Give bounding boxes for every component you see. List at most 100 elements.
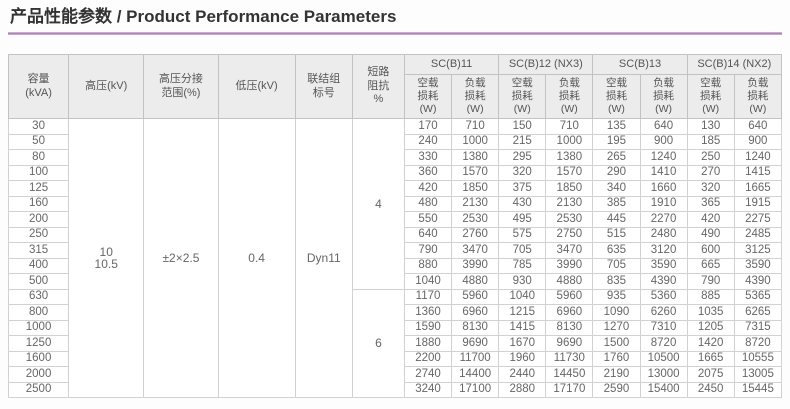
capacity-cell: 800 [7,304,70,321]
loss-value-cell: 6265 [733,304,783,321]
table-header: 容量 (kVA) 高压(kV) 高压分接 范围(%) 低压(kV) 联结组 标号… [7,54,783,119]
loss-value-cell: 150 [498,118,547,135]
loss-value-cell: 2075 [686,366,735,383]
capacity-cell: 100 [7,164,70,181]
loss-value-cell: 2270 [639,211,688,228]
loss-value-cell: 320 [498,164,547,181]
loss-value-cell: 2530 [545,211,594,228]
loss-value-cell: 385 [592,195,641,212]
loss-value-cell: 215 [498,133,547,150]
loss-value-cell: 1850 [451,180,500,197]
capacity-cell: 160 [7,195,70,212]
loss-value-cell: 1205 [686,319,735,336]
col-header-hv: 高压(kV) [68,54,145,119]
loss-value-cell: 1415 [733,164,783,181]
loss-value-cell: 1420 [686,335,735,352]
loss-value-cell: 490 [686,226,735,243]
capacity-cell: 630 [7,288,70,305]
loss-value-cell: 2740 [403,366,453,383]
loss-value-cell: 13000 [639,366,688,383]
loss-value-cell: 3470 [545,242,594,259]
loss-value-cell: 295 [498,149,547,166]
loss-value-cell: 2750 [545,226,594,243]
table-row: 2000 2740 14400 2440 14450 2190 13000 2075 13005 [7,366,783,383]
loss-value-cell: 1915 [733,195,783,212]
loss-value-cell: 8720 [733,335,783,352]
loss-value-cell: 365 [686,195,735,212]
col-header-impedance: 短路 阻抗 % [351,54,405,119]
loss-value-cell: 4390 [639,273,688,290]
table-body: 30 10 10.5 ±2×2.5 0.4 Dyn11 4 170 710 150 710 135 6… [7,118,783,398]
loss-value-cell: 550 [403,211,453,228]
capacity-cell: 250 [7,226,70,243]
capacity-cell: 1600 [7,350,70,367]
col-header-tap-range: 高压分接 范围(%) [143,54,219,119]
loss-value-cell: 480 [403,195,453,212]
loss-value-cell: 1660 [639,180,688,197]
subheader-noload-scb11: 空载 损耗 (W) [403,74,453,119]
loss-value-cell: 5360 [639,288,688,305]
subheader-load-scb12: 负载 损耗 (W) [545,74,594,119]
loss-value-cell: 1240 [733,149,783,166]
loss-value-cell: 270 [686,164,735,181]
loss-value-cell: 1415 [498,319,547,336]
loss-value-cell: 1665 [733,180,783,197]
loss-value-cell: 1960 [498,350,547,367]
loss-value-cell: 705 [592,257,641,274]
loss-value-cell: 3590 [639,257,688,274]
loss-value-cell: 1410 [639,164,688,181]
loss-value-cell: 1000 [451,133,500,150]
table-row: 50 240 1000 215 1000 195 900 185 900 [7,133,783,150]
loss-value-cell: 1380 [451,149,500,166]
capacity-cell: 30 [7,118,70,135]
loss-value-cell: 900 [639,133,688,150]
loss-value-cell: 430 [498,195,547,212]
loss-value-cell: 240 [403,133,453,150]
loss-value-cell: 1035 [686,304,735,321]
loss-value-cell: 1910 [639,195,688,212]
loss-value-cell: 930 [498,273,547,290]
loss-value-cell: 6960 [545,304,594,321]
col-header-capacity: 容量 (kVA) [7,54,70,119]
loss-value-cell: 320 [686,180,735,197]
loss-value-cell: 10555 [733,350,783,367]
loss-value-cell: 665 [686,257,735,274]
table-row: 250 640 2760 575 2750 515 2480 490 2485 [7,226,783,243]
table-row: 315 790 3470 705 3470 635 3120 600 3125 [7,242,783,259]
loss-value-cell: 640 [639,118,688,135]
loss-value-cell: 635 [592,242,641,259]
loss-value-cell: 1380 [545,149,594,166]
loss-value-cell: 3990 [545,257,594,274]
loss-value-cell: 170 [403,118,453,135]
loss-value-cell: 2130 [545,195,594,212]
loss-value-cell: 1215 [498,304,547,321]
loss-value-cell: 420 [403,180,453,197]
loss-value-cell: 900 [733,133,783,150]
impedance-merged-cell: 4 [351,118,405,290]
loss-value-cell: 4390 [733,273,783,290]
loss-value-cell: 8130 [451,319,500,336]
loss-value-cell: 290 [592,164,641,181]
loss-value-cell: 5960 [545,288,594,305]
col-header-lv: 低压(kV) [217,54,296,119]
loss-value-cell: 835 [592,273,641,290]
loss-value-cell: 195 [592,133,641,150]
capacity-cell: 1250 [7,335,70,352]
loss-value-cell: 1040 [498,288,547,305]
loss-value-cell: 3120 [639,242,688,259]
title-divider [8,32,782,35]
table-row: 2500 3240 17100 2880 17170 2590 15400 2450 15445 [7,381,783,398]
group-header-scb12: SC(B)12 (NX3) [498,54,594,75]
loss-value-cell: 705 [498,242,547,259]
header-group-row: 容量 (kVA) 高压(kV) 高压分接 范围(%) 低压(kV) 联结组 标号… [7,54,783,119]
subheader-load-scb13: 负载 损耗 (W) [639,74,688,119]
loss-value-cell: 640 [733,118,783,135]
loss-value-cell: 2190 [592,366,641,383]
capacity-cell: 500 [7,273,70,290]
loss-value-cell: 1270 [592,319,641,336]
subheader-load-scb14: 负载 损耗 (W) [733,74,783,119]
table-row: 100 360 1570 320 1570 290 1410 270 1415 [7,164,783,181]
loss-value-cell: 185 [686,133,735,150]
loss-value-cell: 1090 [592,304,641,321]
table-row: 1000 1590 8130 1415 8130 1270 7310 1205 7315 [7,319,783,336]
